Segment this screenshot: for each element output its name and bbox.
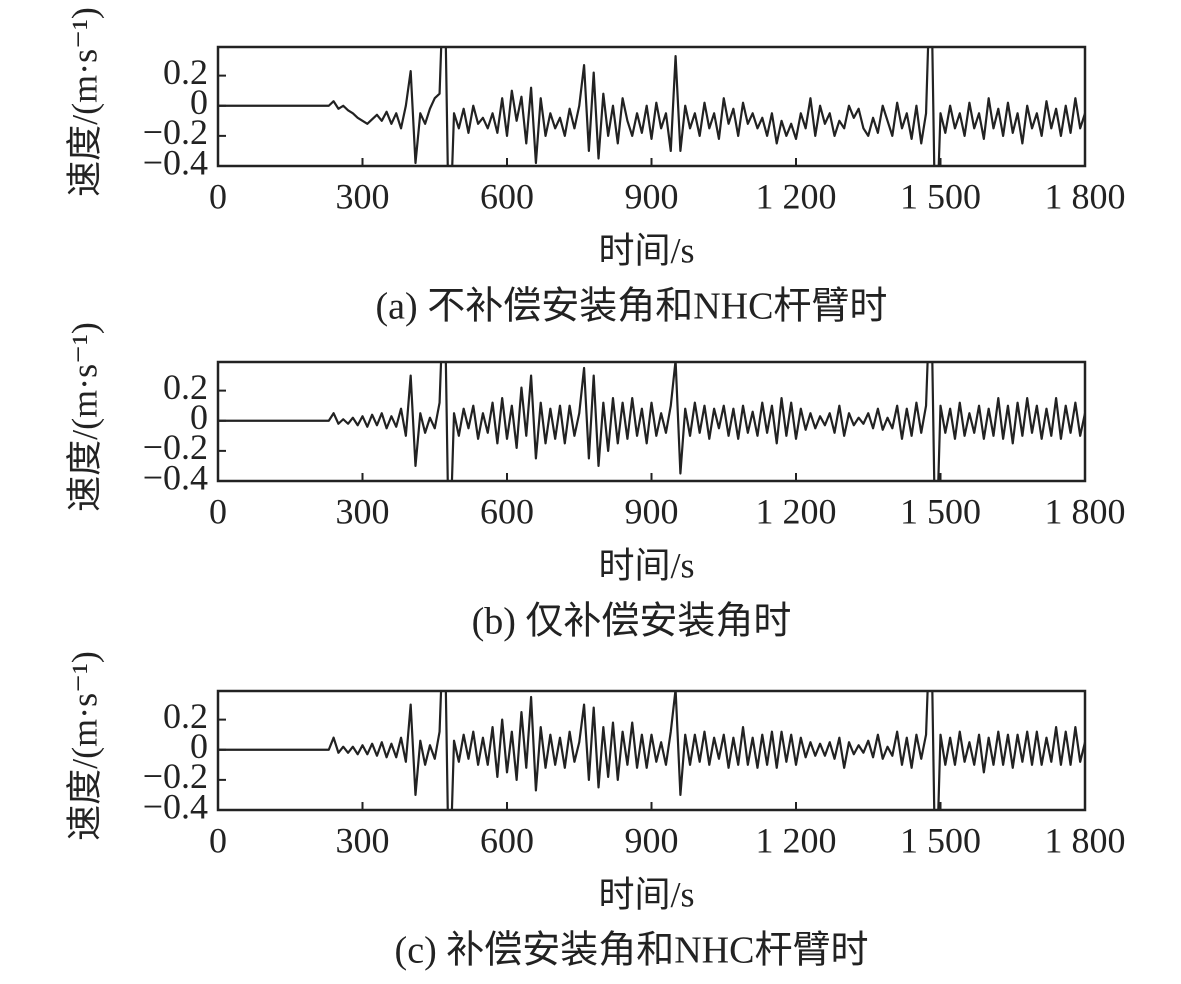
x-tick-label: 600 — [480, 176, 534, 216]
plot-frame — [216, 45, 1087, 168]
x-tick-label: 0 — [209, 491, 227, 531]
x-tick-label: 1 500 — [900, 176, 981, 216]
y-tick-label: 0.2 — [163, 367, 208, 407]
x-tick-label: 600 — [480, 491, 534, 531]
x-tick-label: 900 — [625, 820, 679, 860]
y-tick-label: −0.4 — [143, 142, 208, 182]
y-tick-label: −0.4 — [143, 457, 208, 497]
panel-caption: (a) 不补偿安装角和NHC杆臂时 — [376, 286, 888, 328]
x-tick-label: 1 500 — [900, 491, 981, 531]
y-tick-label: 0 — [190, 726, 208, 766]
y-tick-label: −0.2 — [143, 427, 208, 467]
x-tick-label: 300 — [336, 491, 390, 531]
y-tick-label: 0 — [190, 397, 208, 437]
panel-caption: (b) 仅补偿安装角时 — [472, 601, 792, 643]
x-tick-label: 300 — [336, 820, 390, 860]
x-tick-label: 0 — [209, 176, 227, 216]
x-tick-label: 300 — [336, 176, 390, 216]
y-tick-label: −0.4 — [143, 786, 208, 826]
x-tick-label: 900 — [625, 491, 679, 531]
x-axis-label: 时间/s — [598, 545, 694, 585]
x-tick-label: 1 800 — [1045, 491, 1126, 531]
data-line — [218, 691, 1085, 810]
y-tick-label: 0.2 — [163, 696, 208, 736]
y-tick-label: 0.2 — [163, 52, 208, 92]
data-line — [218, 47, 1085, 166]
plot-frame — [216, 360, 1087, 483]
y-tick-label: −0.2 — [143, 756, 208, 796]
x-tick-label: 600 — [480, 820, 534, 860]
y-tick-label: 0 — [190, 82, 208, 122]
x-tick-label: 900 — [625, 176, 679, 216]
x-tick-label: 1 800 — [1045, 176, 1126, 216]
x-tick-label: 1 200 — [756, 176, 837, 216]
data-line — [218, 362, 1085, 481]
y-axis-label: 速度/(m·s⁻¹) — [64, 322, 104, 512]
x-tick-label: 1 200 — [756, 491, 837, 531]
y-axis-label: 速度/(m·s⁻¹) — [64, 7, 104, 197]
x-tick-label: 1 500 — [900, 820, 981, 860]
y-tick-label: −0.2 — [143, 112, 208, 152]
x-tick-label: 1 800 — [1045, 820, 1126, 860]
panel-caption: (c) 补偿安装角和NHC杆臂时 — [395, 930, 869, 972]
x-tick-label: 0 — [209, 820, 227, 860]
x-tick-label: 1 200 — [756, 820, 837, 860]
x-axis-label: 时间/s — [598, 874, 694, 914]
x-axis-label: 时间/s — [598, 230, 694, 270]
y-axis-label: 速度/(m·s⁻¹) — [64, 651, 104, 841]
plot-frame — [216, 689, 1087, 812]
